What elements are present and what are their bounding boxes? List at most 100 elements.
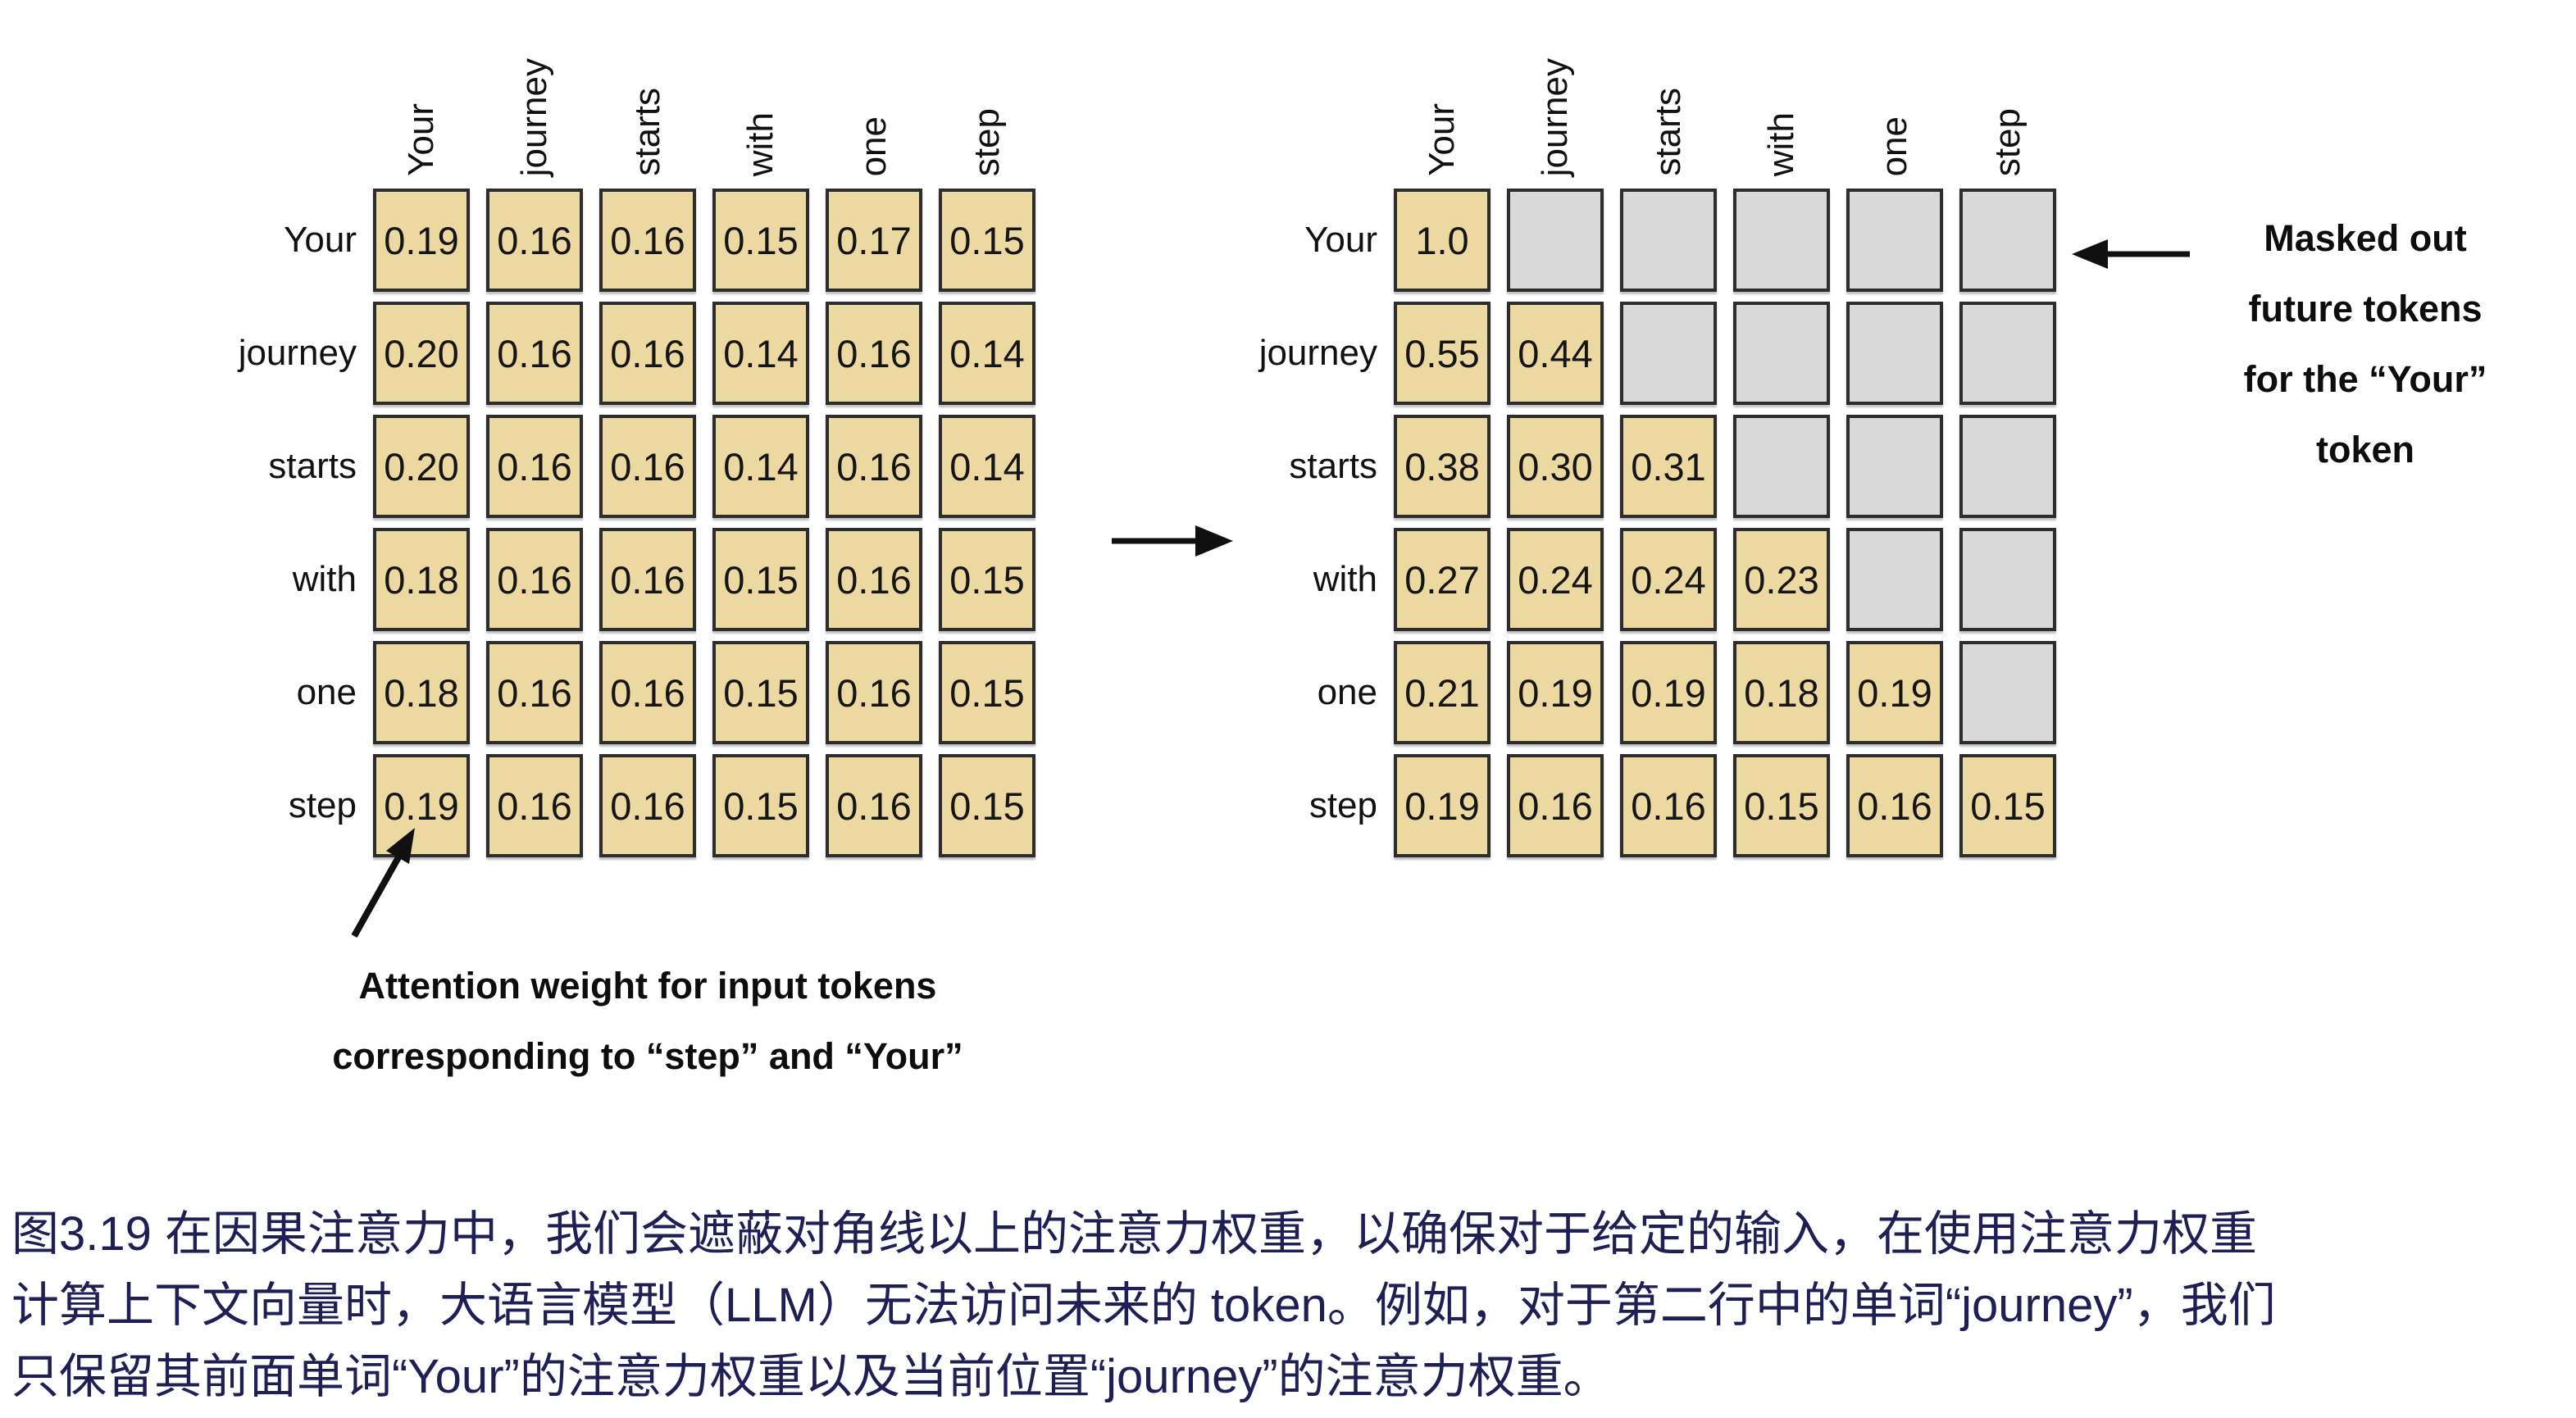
col-label-text: with [1761,111,1801,176]
col-label: journey [1507,4,1604,176]
col-label-text: with [740,111,781,176]
masked-cell [1959,189,2056,292]
col-label: with [1733,4,1830,176]
col-label: journey [486,4,583,176]
attention-cell: 0.18 [1733,641,1830,744]
attention-cell: 0.16 [826,641,922,744]
left-column-headers: Your journey starts with one step [373,4,1035,176]
col-label: Your [373,4,470,176]
col-label: starts [1620,4,1717,176]
right-row-headers: Your journey starts with one step [1119,189,1377,857]
attention-cell: 0.15 [939,189,1035,292]
attention-cell: 0.16 [826,754,922,857]
attention-cell: 0.16 [486,302,583,405]
attention-cell: 0.38 [1394,415,1491,518]
caption-line: 图3.19 在因果注意力中，我们会遮蔽对角线以上的注意力权重，以确保对于给定的输… [11,1207,2258,1261]
attention-cell: 0.16 [826,302,922,405]
attention-cell: 0.15 [712,641,809,744]
row-label: one [296,672,357,712]
attention-cell: 0.27 [1394,528,1491,631]
attention-cell: 0.19 [1620,641,1717,744]
right-column-headers: Your journey starts with one step [1394,4,2056,176]
col-label: step [939,4,1035,176]
attention-cell: 0.16 [826,415,922,518]
masked-cell [1959,415,2056,518]
attention-cell: 0.16 [1846,754,1943,857]
attention-cell: 0.14 [939,302,1035,405]
col-label-text: Your [1422,103,1462,176]
attention-cell: 0.15 [712,754,809,857]
arrow-diagonal-icon [351,828,415,938]
attention-note: Attention weight for input tokens corres… [271,951,1025,1092]
masked-cell [1733,415,1830,518]
col-label: with [712,4,809,176]
masked-cell [1846,528,1943,631]
attention-cell: 0.15 [939,754,1035,857]
col-label: one [826,4,922,176]
col-label-text: one [1874,116,1914,176]
attention-cell: 0.16 [486,641,583,744]
masked-cell [1620,302,1717,405]
attention-cell: 0.19 [373,754,470,857]
row-label: step [1308,785,1377,825]
arrow-left-icon [2072,239,2190,269]
masked-note-line: Masked out [2264,217,2467,259]
attention-cell: 0.15 [712,189,809,292]
attention-cell: 0.16 [1507,754,1604,857]
attention-cell: 0.15 [1959,754,2056,857]
attention-cell: 0.16 [486,415,583,518]
masked-cell [1733,189,1830,292]
attention-cell: 0.14 [712,302,809,405]
masked-note-line: token [2315,429,2414,470]
col-label-text: journey [1535,57,1575,176]
col-label-text: one [853,116,894,176]
attention-cell: 0.15 [1733,754,1830,857]
figure-caption: 图3.19 在因果注意力中，我们会遮蔽对角线以上的注意力权重，以确保对于给定的输… [11,1198,2569,1412]
attention-cell: 0.16 [599,641,696,744]
masked-cell [1959,302,2056,405]
attention-cell: 0.44 [1507,302,1604,405]
attention-cell: 0.16 [599,302,696,405]
attention-cell: 0.16 [826,528,922,631]
attention-cell: 0.16 [486,528,583,631]
col-label-text: Your [401,103,441,176]
attention-cell: 0.21 [1394,641,1491,744]
col-label: starts [599,4,696,176]
attention-matrix-full: 0.19 0.16 0.16 0.15 0.17 0.15 0.20 0.16 … [373,189,1035,857]
col-label: Your [1394,4,1491,176]
attention-cell: 0.18 [373,528,470,631]
arrow-right-icon [1112,525,1233,557]
attention-cell: 0.24 [1620,528,1717,631]
row-label: starts [268,446,357,486]
masked-cell [1846,189,1943,292]
row-label: journey [238,333,357,373]
masked-cell [1959,641,2056,744]
attention-cell: 0.20 [373,415,470,518]
attention-cell: 0.55 [1394,302,1491,405]
col-label-text: step [1987,107,2028,176]
masked-cell [1620,189,1717,292]
attention-cell: 0.16 [599,754,696,857]
attention-cell: 0.17 [826,189,922,292]
masked-note: Masked out future tokens for the “Your” … [2173,203,2558,485]
masked-cell [1846,415,1943,518]
col-label: one [1846,4,1943,176]
attention-cell: 0.16 [599,189,696,292]
masked-cell [1846,302,1943,405]
caption-line: 计算上下文向量时，大语言模型（LLM）无法访问未来的 token。例如，对于第二… [11,1279,2276,1332]
masked-cell [1507,189,1604,292]
attention-cell: 0.16 [599,415,696,518]
masked-note-line: for the “Your” [2243,358,2487,400]
attention-cell: 0.16 [486,754,583,857]
attention-cell: 0.19 [1507,641,1604,744]
attention-cell: 0.23 [1733,528,1830,631]
attention-cell: 0.20 [373,302,470,405]
masked-cell [1733,302,1830,405]
masked-cell [1959,528,2056,631]
row-label: with [292,559,357,599]
row-label: one [1317,672,1377,712]
left-row-headers: Your journey starts with one step [98,189,357,857]
attention-cell: 0.16 [599,528,696,631]
row-label: starts [1289,446,1377,486]
